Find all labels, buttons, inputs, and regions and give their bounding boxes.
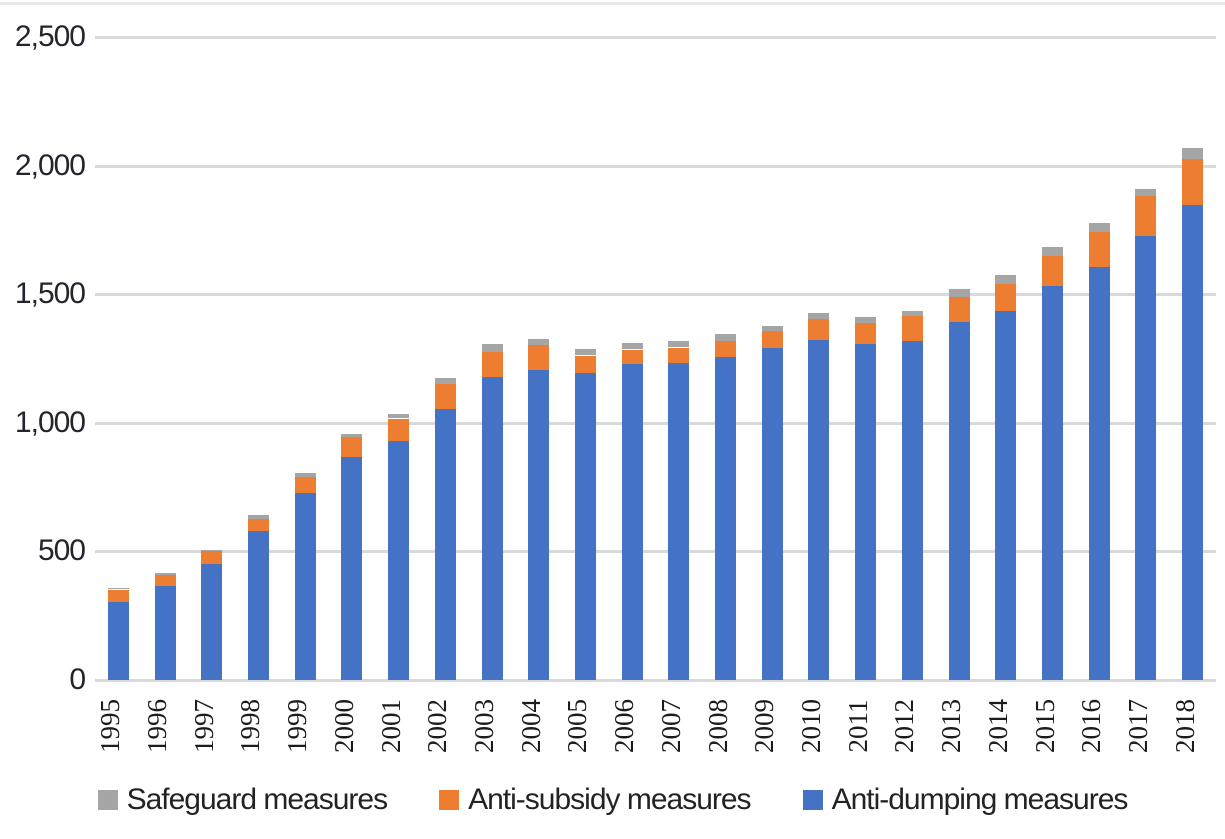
gridline-2000 [95,165,1216,168]
y-axis-tick-label: 0 [69,663,86,696]
bar-segment-anti-subsidy-2017 [1135,196,1156,236]
bar-segment-anti-subsidy-2009 [762,331,783,348]
bar-segment-anti-dumping-2014 [995,311,1016,680]
bar-segment-anti-dumping-1999 [295,493,316,680]
bar-segment-safeguard-2004 [528,339,549,345]
bar-segment-safeguard-2002 [435,378,456,384]
bar-segment-safeguard-2003 [482,344,503,352]
bar-segment-anti-dumping-1995 [108,602,129,680]
bar-segment-anti-dumping-2011 [855,344,876,680]
bar-segment-anti-dumping-2005 [575,373,596,680]
bar-segment-anti-subsidy-2010 [808,319,829,340]
bar-segment-safeguard-2018 [1182,148,1203,159]
bar-segment-anti-dumping-2010 [808,340,829,680]
bar-segment-anti-dumping-2015 [1042,286,1063,680]
bar-segment-safeguard-1996 [155,573,176,575]
gray-square-icon [97,790,118,810]
bar-segment-anti-subsidy-2007 [668,348,689,363]
plot-area [95,36,1216,682]
bar-segment-safeguard-1997 [201,550,222,551]
blue-square-icon [802,790,823,810]
bar-segment-safeguard-2006 [622,343,643,349]
bar-segment-safeguard-2009 [762,326,783,331]
bar-segment-safeguard-2010 [808,313,829,319]
gridline-1500 [95,293,1216,296]
legend-item-safeguard-measures: Safeguard measures [97,783,388,817]
bar-segment-safeguard-2005 [575,349,596,355]
bar-segment-safeguard-2000 [341,434,362,437]
y-axis-tick-label: 1,500 [14,277,86,311]
y-axis-tick-label: 1,000 [14,405,86,439]
bar-segment-anti-dumping-2012 [902,341,923,680]
bar-segment-safeguard-2011 [855,317,876,323]
bar-segment-anti-dumping-2003 [482,377,503,680]
bar-segment-safeguard-2017 [1135,189,1156,196]
bar-segment-anti-subsidy-2015 [1042,256,1063,286]
bar-segment-safeguard-2014 [995,275,1016,284]
bar-segment-safeguard-2016 [1089,223,1110,232]
legend-item-anti-dumping-measures: Anti-dumping measures [802,783,1129,817]
bar-segment-anti-dumping-2006 [622,364,643,680]
bar-segment-anti-subsidy-2014 [995,284,1016,311]
bar-segment-anti-dumping-2004 [528,370,549,680]
bar-segment-anti-dumping-2002 [435,409,456,680]
bar-segment-anti-subsidy-2000 [341,436,362,457]
bar-segment-anti-dumping-2001 [388,441,409,680]
bar-segment-anti-dumping-2000 [341,457,362,680]
legend-label: Anti-dumping measures [831,783,1129,816]
bar-segment-anti-subsidy-1999 [295,477,316,493]
bar-segment-anti-subsidy-2008 [715,341,736,357]
y-axis-tick-label: 500 [37,534,86,568]
bar-segment-anti-subsidy-2013 [949,297,970,322]
y-axis-tick-label: 2,000 [14,148,86,182]
top-border-rule [0,2,1225,5]
bar-segment-anti-dumping-2007 [668,363,689,680]
bar-segment-anti-dumping-1997 [201,564,222,680]
bar-segment-anti-subsidy-1997 [201,551,222,564]
bar-segment-anti-dumping-2008 [715,357,736,680]
bar-segment-anti-subsidy-2003 [482,352,503,377]
bar-segment-anti-subsidy-2018 [1182,159,1203,205]
gridline-0 [95,679,1216,682]
bar-segment-anti-dumping-2009 [762,348,783,680]
bar-segment-safeguard-1998 [248,515,269,519]
x-axis-tick-label-2018: 2018 [1169,699,1200,753]
bar-segment-anti-subsidy-2006 [622,350,643,364]
bar-segment-safeguard-1995 [108,588,129,589]
bar-segment-safeguard-2007 [668,341,689,347]
bar-segment-anti-dumping-2017 [1135,236,1156,680]
legend-label: Anti-subsidy measures [468,783,751,816]
bar-segment-safeguard-1999 [295,473,316,477]
bar-segment-safeguard-2015 [1042,247,1063,256]
bar-segment-anti-subsidy-2001 [388,419,409,441]
bar-segment-anti-subsidy-2011 [855,322,876,344]
bar-segment-anti-subsidy-2002 [435,384,456,409]
gridline-500 [95,550,1216,553]
bar-segment-anti-dumping-1998 [248,531,269,680]
bar-segment-anti-dumping-2016 [1089,267,1110,680]
bar-segment-anti-dumping-1996 [155,586,176,680]
legend-item-anti-subsidy-measures: Anti-subsidy measures [439,783,752,817]
bar-segment-anti-subsidy-2016 [1089,232,1110,267]
gridline-1000 [95,422,1216,425]
bar-segment-anti-subsidy-1998 [248,518,269,531]
bar-segment-anti-subsidy-2005 [575,356,596,373]
bar-segment-anti-subsidy-1995 [108,590,129,602]
bar-segment-safeguard-2012 [902,311,923,316]
bar-segment-safeguard-2001 [388,414,409,418]
bar-segment-anti-dumping-2018 [1182,205,1203,680]
bar-segment-safeguard-2013 [949,289,970,297]
gridline-2500 [95,36,1216,39]
bar-segment-anti-subsidy-2004 [528,345,549,370]
y-axis-tick-label: 2,500 [14,20,86,53]
legend-label: Safeguard measures [126,783,388,816]
bar-segment-safeguard-2008 [715,334,736,341]
bar-segment-anti-dumping-2013 [949,322,970,680]
chart-legend: Safeguard measures Anti-subsidy measures… [0,779,1225,821]
orange-square-icon [439,790,460,810]
bar-segment-anti-subsidy-1996 [155,575,176,586]
bar-segment-anti-subsidy-2012 [902,316,923,341]
